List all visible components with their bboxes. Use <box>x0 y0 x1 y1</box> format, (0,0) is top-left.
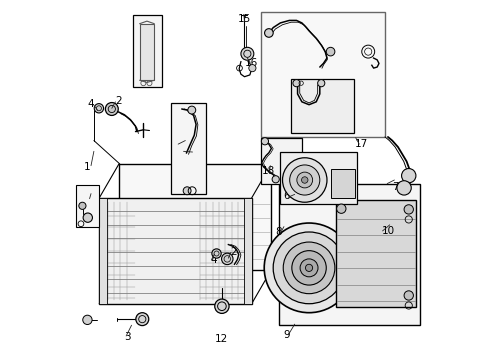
Circle shape <box>221 253 233 265</box>
Circle shape <box>271 176 279 183</box>
Circle shape <box>264 223 353 313</box>
Circle shape <box>83 213 92 222</box>
Circle shape <box>283 242 334 294</box>
Text: 10: 10 <box>381 226 394 236</box>
Circle shape <box>396 181 410 195</box>
Circle shape <box>79 202 86 210</box>
Circle shape <box>136 313 148 325</box>
Text: 17: 17 <box>354 139 367 149</box>
Circle shape <box>264 29 273 37</box>
Text: 2: 2 <box>230 247 237 257</box>
Bar <box>335 200 415 307</box>
Circle shape <box>211 249 221 258</box>
Bar <box>280 152 357 204</box>
Bar <box>260 138 301 184</box>
Circle shape <box>241 47 253 60</box>
Circle shape <box>292 80 300 87</box>
Circle shape <box>300 259 317 277</box>
Text: 16: 16 <box>244 58 257 68</box>
Circle shape <box>401 168 415 183</box>
Bar <box>330 168 354 198</box>
Circle shape <box>296 172 312 188</box>
Circle shape <box>336 204 346 213</box>
Circle shape <box>82 315 92 324</box>
Circle shape <box>183 187 191 195</box>
Circle shape <box>105 103 118 116</box>
Text: 18: 18 <box>262 166 275 176</box>
Bar <box>76 185 99 226</box>
Text: 14: 14 <box>180 136 193 145</box>
Bar <box>99 198 107 304</box>
Circle shape <box>187 106 195 114</box>
Text: 3: 3 <box>124 332 131 342</box>
Bar <box>244 198 251 304</box>
Circle shape <box>317 80 324 87</box>
Text: 1: 1 <box>83 162 90 172</box>
Circle shape <box>214 299 228 314</box>
Circle shape <box>301 177 307 183</box>
Text: 15: 15 <box>237 14 251 24</box>
Circle shape <box>261 138 268 145</box>
Polygon shape <box>119 164 271 270</box>
Text: 7: 7 <box>391 182 398 192</box>
Circle shape <box>94 104 103 113</box>
Bar <box>290 79 353 133</box>
Bar <box>140 24 154 80</box>
Circle shape <box>273 232 344 304</box>
Text: 6: 6 <box>283 191 289 201</box>
Polygon shape <box>99 198 251 304</box>
Circle shape <box>305 264 312 271</box>
Circle shape <box>291 251 325 285</box>
Circle shape <box>248 64 255 72</box>
Text: 5: 5 <box>189 144 195 154</box>
Text: 11: 11 <box>143 44 157 54</box>
Text: 8: 8 <box>275 227 281 237</box>
Circle shape <box>403 291 412 300</box>
Bar <box>260 12 385 137</box>
Circle shape <box>325 47 334 56</box>
Bar <box>132 15 162 87</box>
Circle shape <box>289 165 319 195</box>
Text: 2: 2 <box>115 96 122 106</box>
Text: 4: 4 <box>87 99 94 109</box>
Text: 9: 9 <box>283 330 289 340</box>
Text: 13: 13 <box>83 189 96 199</box>
Circle shape <box>282 158 326 202</box>
Text: 12: 12 <box>214 333 227 343</box>
Bar <box>278 184 419 325</box>
Bar <box>171 103 206 194</box>
Circle shape <box>403 205 412 214</box>
Text: 4: 4 <box>210 255 217 265</box>
